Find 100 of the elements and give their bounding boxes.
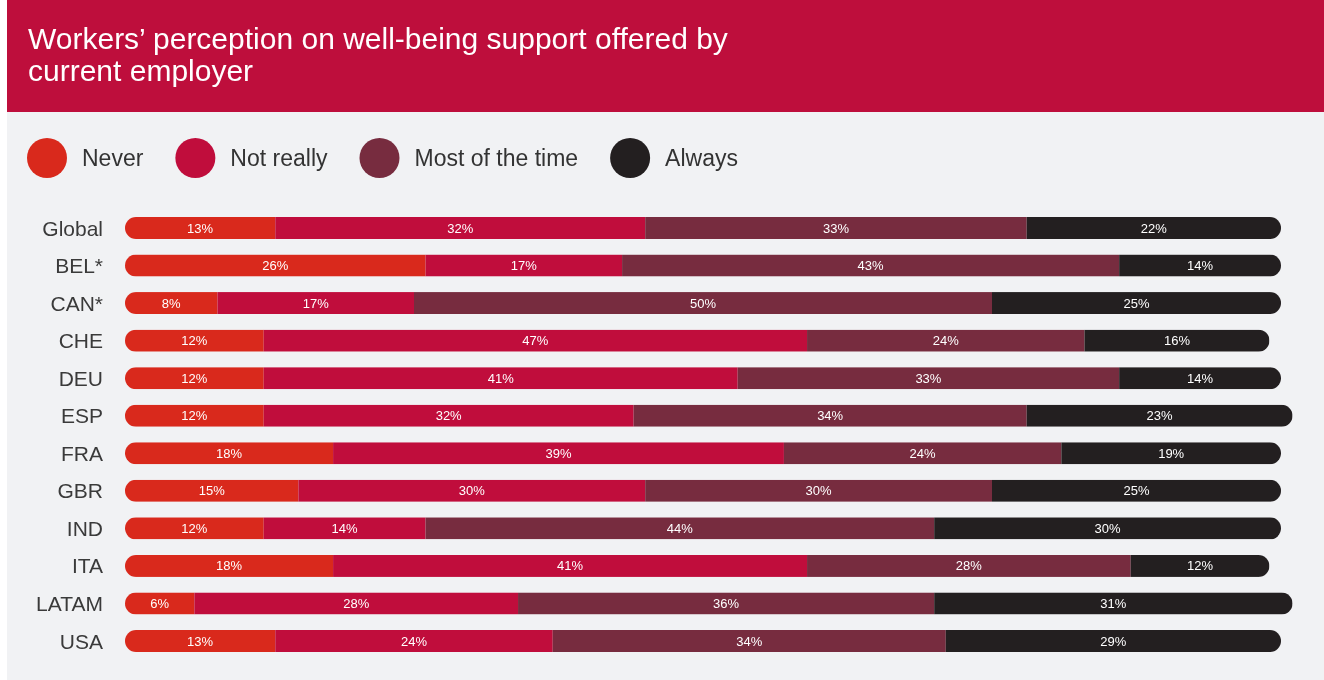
chart-title: Workers’ perception on well-being support offered by current employer xyxy=(28,22,729,87)
bar xyxy=(1026,217,1281,239)
bar xyxy=(737,367,1120,390)
data-label: 18% xyxy=(216,558,243,574)
y-tick-label: CHE xyxy=(58,329,103,353)
data-label: 12% xyxy=(1187,558,1214,574)
data-label: 15% xyxy=(198,483,226,499)
data-label: 14% xyxy=(1187,370,1214,386)
bar xyxy=(807,329,1085,352)
bar xyxy=(518,592,935,615)
bar xyxy=(125,217,276,239)
data-label: 28% xyxy=(955,558,983,574)
y-tick-label: ESP xyxy=(60,404,103,428)
bar xyxy=(333,442,784,465)
bar xyxy=(333,554,808,577)
data-label: 29% xyxy=(1100,633,1127,649)
y-tick-label: GBR xyxy=(57,479,103,503)
y-tick-label: Global xyxy=(42,216,103,240)
bar xyxy=(945,630,1281,652)
data-label: 47% xyxy=(522,333,549,349)
data-label: 34% xyxy=(817,408,844,424)
bar xyxy=(1119,254,1281,277)
data-label: 24% xyxy=(932,333,960,349)
bar xyxy=(1061,442,1281,465)
data-label: 19% xyxy=(1158,445,1185,461)
bar xyxy=(633,404,1027,427)
data-label: 34% xyxy=(736,633,763,649)
data-label: 30% xyxy=(805,483,833,499)
bar xyxy=(1130,554,1270,577)
bar xyxy=(783,442,1062,465)
bar xyxy=(275,217,646,239)
data-label: 30% xyxy=(458,483,486,499)
bar xyxy=(263,517,426,540)
data-label: 13% xyxy=(187,633,214,649)
bar xyxy=(552,630,946,652)
data-label: 33% xyxy=(915,370,942,386)
y-tick-label: BEL* xyxy=(55,254,103,278)
data-label: 18% xyxy=(216,445,243,461)
data-label: 24% xyxy=(909,445,937,461)
bar xyxy=(263,329,808,352)
bar xyxy=(275,630,553,652)
data-label: 25% xyxy=(1123,483,1150,499)
bar xyxy=(622,254,1120,277)
bar xyxy=(645,479,992,502)
bar xyxy=(125,479,299,502)
bar xyxy=(425,254,623,277)
data-label: 22% xyxy=(1140,220,1168,236)
bar xyxy=(1026,404,1293,427)
data-label: 50% xyxy=(689,295,717,311)
y-tick-label: IND xyxy=(66,516,103,540)
data-label: 36% xyxy=(713,595,740,611)
y-tick-label: ITA xyxy=(71,554,103,578)
y-tick-label: CAN* xyxy=(50,291,103,315)
y-tick-label: DEU xyxy=(58,366,103,390)
data-label: 17% xyxy=(510,258,538,274)
legend-label: Most of the time xyxy=(414,145,579,171)
data-label: 6% xyxy=(150,595,170,611)
bar xyxy=(125,254,426,277)
bar xyxy=(125,292,218,315)
data-label: 12% xyxy=(181,333,208,349)
data-label: 32% xyxy=(447,220,474,236)
data-label: 12% xyxy=(181,520,208,536)
data-label: 12% xyxy=(181,408,208,424)
bar xyxy=(934,517,1281,540)
bar xyxy=(298,479,646,502)
data-label: 39% xyxy=(545,445,572,461)
data-label: 14% xyxy=(1187,258,1214,274)
legend-label: Not really xyxy=(230,145,328,171)
data-label: 14% xyxy=(331,520,359,536)
bar xyxy=(217,292,414,315)
data-label: 12% xyxy=(181,370,208,386)
data-label: 41% xyxy=(487,370,515,386)
bar xyxy=(992,479,1281,502)
data-label: 30% xyxy=(1094,520,1122,536)
data-label: 24% xyxy=(400,633,428,649)
data-label: 25% xyxy=(1123,295,1150,311)
data-label: 43% xyxy=(857,258,885,274)
bar xyxy=(194,592,519,615)
bar xyxy=(934,592,1293,615)
bar xyxy=(645,217,1027,239)
bar xyxy=(263,367,738,390)
data-label: 16% xyxy=(1163,333,1191,349)
bar xyxy=(414,292,992,315)
data-label: 31% xyxy=(1100,595,1127,611)
legend-label: Never xyxy=(82,145,144,171)
bar xyxy=(1119,367,1281,390)
data-label: 44% xyxy=(666,520,694,536)
y-tick-label: FRA xyxy=(61,441,103,465)
data-label: 41% xyxy=(557,558,584,574)
legend-label: Always xyxy=(665,145,738,171)
bar xyxy=(1084,329,1270,352)
data-label: 26% xyxy=(262,258,289,274)
data-label: 33% xyxy=(822,220,850,236)
bar xyxy=(125,554,334,577)
data-label: 13% xyxy=(187,220,214,236)
bar xyxy=(992,292,1281,315)
data-label: 28% xyxy=(343,595,370,611)
y-tick-label: USA xyxy=(59,629,103,653)
bar xyxy=(125,630,276,652)
y-tick-label: LATAM xyxy=(36,591,103,615)
